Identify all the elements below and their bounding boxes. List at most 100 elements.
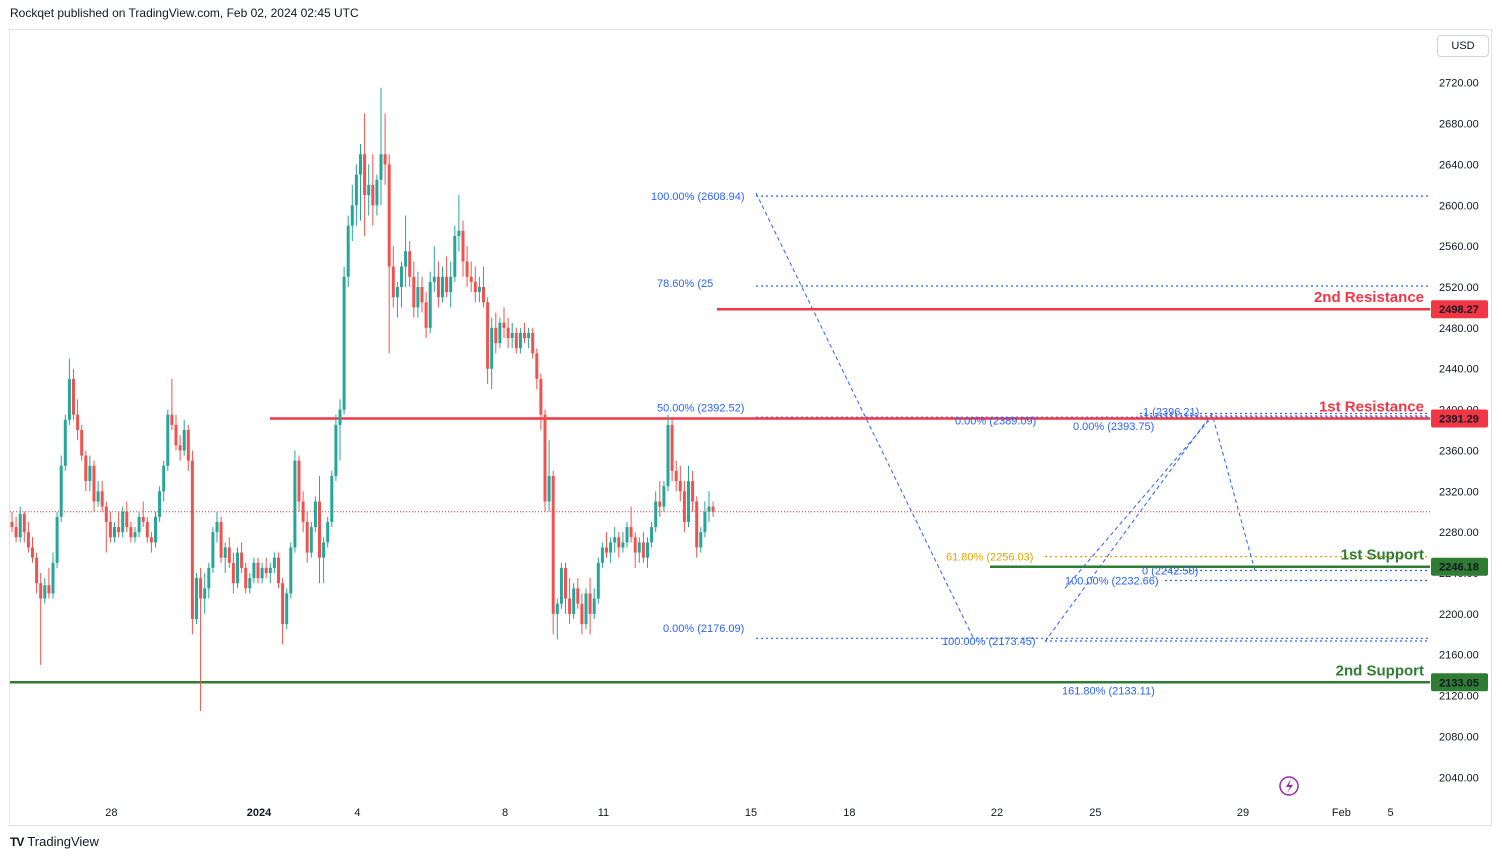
candle-body (281, 583, 285, 625)
candle-body (449, 276, 453, 293)
fib-label: 0.00% (2393.75) (1073, 421, 1154, 433)
candle-body (31, 547, 34, 558)
fib-label: 0 (2242.50) (1142, 565, 1198, 577)
candle-body (293, 460, 297, 548)
y-tick-label: 2040.00 (1439, 772, 1479, 784)
y-tick-label: 2720.00 (1439, 78, 1479, 90)
y-tick-label: 2280.00 (1439, 527, 1479, 539)
candle-body (289, 547, 293, 594)
currency-button[interactable]: USD (1437, 35, 1489, 57)
level-name: 1st Support (1341, 547, 1424, 564)
fib-label: 0.00% (2389.09) (955, 416, 1036, 428)
candle-body (76, 414, 80, 431)
tradingview-logo[interactable]: TV TradingView (10, 834, 99, 849)
candle-body (551, 475, 555, 614)
candle-body (408, 251, 412, 277)
candle-body (51, 562, 55, 594)
candle-body (486, 302, 490, 369)
candle-body (227, 547, 231, 563)
candle-body (14, 527, 18, 538)
analysis-lines (10, 192, 1430, 684)
candle-body (211, 532, 215, 568)
candle-body (371, 184, 375, 206)
candle-body (268, 567, 272, 574)
fib-trend-line (755, 192, 976, 642)
price-tag-label: 2246.18 (1439, 562, 1479, 574)
x-tick-label: 18 (843, 807, 855, 819)
candle-body (203, 588, 207, 599)
y-tick-label: 2680.00 (1439, 119, 1479, 131)
candle-body (367, 184, 371, 196)
candle-body (572, 588, 576, 614)
candle-body (121, 511, 125, 533)
candle-body (711, 506, 715, 512)
y-tick-label: 2080.00 (1439, 731, 1479, 743)
candle-body (682, 491, 686, 522)
candle-body (625, 527, 629, 543)
fib-label: 61.80% (2256.03) (946, 552, 1033, 564)
candle-body (691, 481, 695, 502)
candle-body (256, 562, 260, 579)
candle-body (494, 327, 498, 344)
candle-body (420, 287, 424, 303)
candle-body (592, 598, 596, 614)
x-tick-label: 5 (1388, 807, 1394, 819)
price-tag-label: 2498.27 (1439, 304, 1479, 316)
y-tick-label: 2480.00 (1439, 323, 1479, 335)
candle-body (662, 486, 666, 507)
candle-body (502, 322, 506, 328)
price-tags: 2498.27 2391.29 2246.18 2133.05 (1431, 300, 1488, 692)
candle-body (674, 470, 678, 482)
fib-trend-line (1044, 412, 1256, 642)
publisher-caption: Rockqet published on TradingView.com, Fe… (10, 6, 359, 20)
candle-body (580, 603, 584, 625)
candle-body (346, 225, 350, 277)
candle-body (272, 557, 276, 568)
candle-body (190, 460, 194, 619)
candle-body (215, 521, 219, 533)
candle-body (613, 537, 617, 543)
candle-body (670, 424, 674, 471)
candle-body (514, 332, 518, 349)
fib-label: 100.00% (2173.45) (942, 636, 1036, 648)
y-tick-label: 2520.00 (1439, 282, 1479, 294)
candle-body (342, 276, 346, 410)
candle-body (59, 465, 63, 517)
price-tag (1431, 409, 1488, 428)
level-name: 2nd Support (1336, 662, 1424, 679)
candle-body (400, 266, 403, 287)
candle-body (637, 542, 641, 553)
x-tick-label: 22 (991, 807, 1003, 819)
candle-body (617, 537, 621, 548)
candle-body (125, 511, 129, 528)
candle-body (477, 287, 481, 293)
candle-body (641, 542, 645, 558)
candle-body (506, 327, 510, 339)
candle-body (424, 302, 428, 328)
candle-body (104, 506, 108, 522)
candle-body (469, 276, 473, 282)
candle-body (350, 205, 354, 226)
candle-body (326, 521, 330, 543)
candle-body (412, 276, 416, 308)
candle-body (531, 332, 535, 354)
candle-body (84, 455, 88, 482)
fib-label: 100.00% (2608.94) (651, 191, 745, 203)
candle-body (523, 332, 526, 339)
candle-body (559, 567, 563, 604)
candle-body (609, 542, 613, 553)
candle-body (108, 521, 112, 538)
lightning-icon[interactable] (1279, 776, 1299, 796)
candle-body (596, 562, 600, 599)
candle-body (186, 430, 190, 461)
candle-body (141, 516, 145, 522)
y-tick-label: 2440.00 (1439, 364, 1479, 376)
y-tick-label: 2320.00 (1439, 486, 1479, 498)
candle-body (47, 585, 51, 594)
candle-body (248, 578, 252, 589)
fib-label: 50.00% (2392.52) (657, 403, 744, 415)
candle-body (88, 465, 92, 482)
candle-body (18, 513, 22, 538)
candle-body (383, 154, 387, 165)
